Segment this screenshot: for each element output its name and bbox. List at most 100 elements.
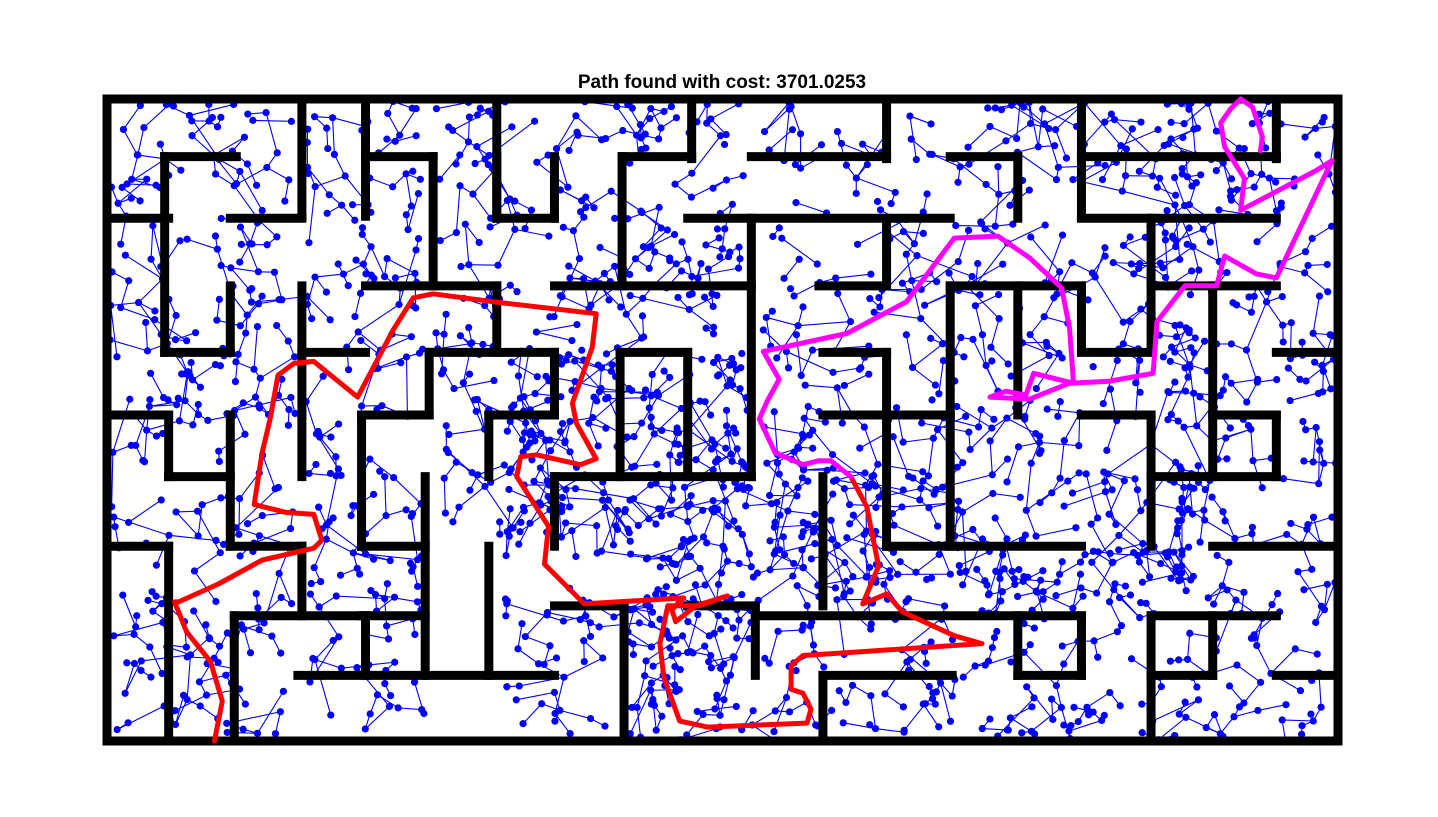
tree-edge (795, 334, 802, 376)
tree-edge (629, 499, 650, 520)
tree-node (1074, 717, 1082, 726)
tree-node (284, 421, 292, 429)
tree-node (565, 262, 573, 270)
tree-node (866, 295, 874, 303)
tree-node (840, 381, 848, 390)
tree-node (286, 524, 295, 533)
tree-node (409, 167, 417, 175)
tree-node (236, 223, 245, 231)
tree-edge (1158, 716, 1187, 741)
tree-node (684, 517, 692, 526)
tree-node (1315, 292, 1324, 300)
tree-node (1250, 292, 1258, 300)
tree-edge (1178, 699, 1199, 715)
tree-node (1075, 469, 1083, 477)
tree-edge (1122, 303, 1149, 323)
tree-node (1226, 192, 1235, 200)
tree-node (799, 466, 808, 474)
tree-node (687, 193, 696, 201)
tree-edge (1250, 429, 1254, 461)
tree-node (659, 554, 667, 562)
tree-edge (856, 177, 896, 193)
tree-node (1296, 687, 1305, 695)
tree-edge (1071, 262, 1093, 274)
tree-node (971, 662, 979, 670)
tree-node (1186, 629, 1194, 637)
tree-node (256, 374, 264, 382)
tree-node (667, 510, 675, 518)
tree-node (1110, 585, 1118, 594)
tree-node (1308, 565, 1316, 573)
tree-node (1026, 641, 1034, 649)
tree-node (511, 197, 519, 205)
tree-node (656, 615, 664, 623)
tree-node (1013, 134, 1021, 143)
tree-edge (737, 488, 789, 512)
tree-node (640, 333, 648, 341)
tree-node (646, 114, 654, 123)
tree-edge (560, 189, 595, 209)
tree-node (540, 660, 548, 669)
tree-node (867, 625, 875, 633)
tree-node (906, 655, 914, 664)
tree-node (928, 396, 936, 404)
tree-node (619, 126, 627, 135)
tree-node (919, 477, 927, 485)
tree-node (543, 477, 551, 485)
tree-node (576, 615, 584, 624)
tree-node (206, 635, 214, 643)
tree-node (305, 469, 313, 478)
tree-node (517, 518, 525, 526)
tree-edge (357, 304, 400, 333)
tree-edge (259, 356, 295, 379)
tree-node (988, 643, 996, 652)
tree-node (964, 143, 972, 151)
tree-node (739, 172, 747, 180)
tree-edge (1204, 519, 1236, 539)
tree-node (964, 226, 973, 234)
tree-edge (927, 438, 934, 476)
tree-node (899, 227, 908, 236)
tree-node (832, 476, 840, 484)
tree-node (973, 565, 981, 573)
tree-node (324, 144, 332, 153)
tree-node (846, 520, 854, 528)
tree-node (637, 145, 646, 154)
tree-edge (956, 405, 993, 429)
tree-edge (314, 175, 346, 188)
tree-node (1174, 524, 1182, 532)
tree-edge (174, 695, 185, 725)
tree-edge (230, 267, 251, 291)
tree-node (1154, 126, 1162, 134)
tree-node (849, 573, 857, 581)
tree-node (800, 414, 808, 422)
tree-node (702, 241, 710, 249)
tree-node (396, 131, 404, 139)
tree-node (1030, 730, 1039, 738)
tree-node (1208, 493, 1216, 501)
tree-node (361, 725, 369, 733)
tree-node (353, 564, 361, 572)
tree-node (175, 417, 184, 425)
tree-node (358, 230, 366, 239)
tree-node (876, 303, 884, 311)
tree-edge (1112, 262, 1135, 275)
tree-node (621, 505, 629, 514)
tree-edge (616, 106, 638, 136)
tree-node (770, 550, 778, 558)
tree-node (506, 505, 514, 513)
tree-node (999, 551, 1007, 559)
tree-edge (1006, 446, 1020, 483)
tree-edge (588, 423, 599, 447)
tree-node (648, 608, 657, 616)
tree-node (362, 270, 370, 278)
tree-node (284, 337, 292, 345)
tree-edge (921, 422, 969, 433)
tree-node (471, 159, 479, 168)
tree-node (1300, 586, 1308, 594)
tree-edge (1063, 641, 1079, 665)
tree-node (1122, 145, 1130, 153)
tree-edge (867, 570, 890, 578)
tree-node (220, 540, 228, 549)
tree-node (1300, 457, 1308, 465)
